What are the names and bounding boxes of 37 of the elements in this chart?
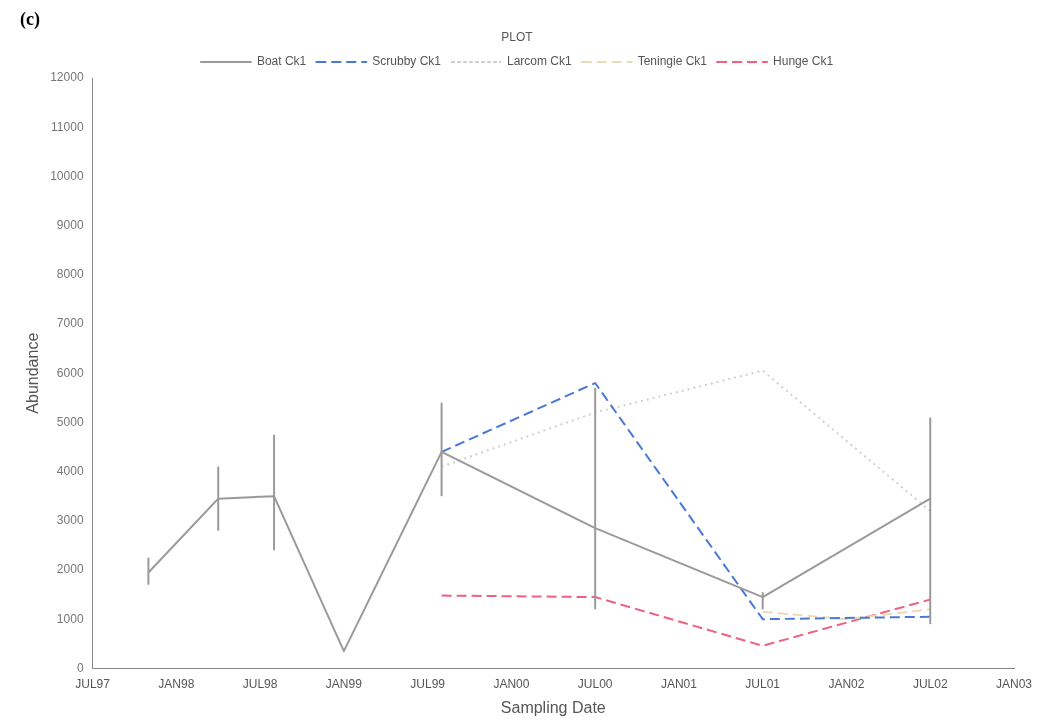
- line-series: [440, 369, 932, 512]
- y-axis-title: Abundance: [24, 332, 42, 414]
- legend-label: Scrubby Ck1: [372, 54, 442, 69]
- y-tick-label: 6000: [56, 365, 84, 380]
- x-tick-label: JUL97: [75, 676, 111, 691]
- legend-label: Teningie Ck1: [637, 54, 708, 69]
- x-tick-label: JAN03: [995, 676, 1033, 691]
- x-tick-label: JAN98: [158, 676, 195, 691]
- y-tick-label: 11000: [51, 119, 84, 134]
- legend-label: Hunge Ck1: [773, 54, 834, 69]
- x-tick-label: JAN99: [325, 676, 363, 691]
- line-series: [440, 594, 932, 647]
- x-tick-label: JUL02: [912, 676, 948, 691]
- y-tick-label: 7000: [56, 316, 84, 331]
- y-tick-label: 5000: [56, 414, 84, 429]
- y-tick-label: 1000: [56, 611, 84, 626]
- x-tick-label: JUL00: [577, 676, 613, 691]
- y-tick-label: 10000: [50, 168, 84, 183]
- legend-label: Larcom Ck1: [506, 54, 572, 69]
- legend-title: PLOT: [501, 29, 534, 44]
- y-tick-label: 0: [76, 660, 84, 675]
- x-tick-label: JAN01: [660, 676, 698, 691]
- y-tick-label: 12000: [50, 70, 84, 85]
- x-axis-title: Sampling Date: [500, 698, 606, 716]
- y-tick-label: 9000: [56, 217, 84, 232]
- legend-label: Boat Ck1: [256, 54, 307, 69]
- y-tick-label: 8000: [56, 267, 84, 282]
- x-tick-label: JUL99: [410, 676, 446, 691]
- y-tick-label: 3000: [56, 513, 84, 528]
- x-tick-label: JAN02: [828, 676, 865, 691]
- x-tick-label: JUL98: [242, 676, 278, 691]
- y-tick-label: 2000: [56, 562, 84, 577]
- x-tick-label: JAN00: [493, 676, 530, 691]
- line-series: [440, 382, 932, 621]
- chart-title: (c): [20, 9, 40, 31]
- x-tick-label: JUL01: [745, 676, 781, 691]
- y-tick-label: 4000: [56, 463, 84, 478]
